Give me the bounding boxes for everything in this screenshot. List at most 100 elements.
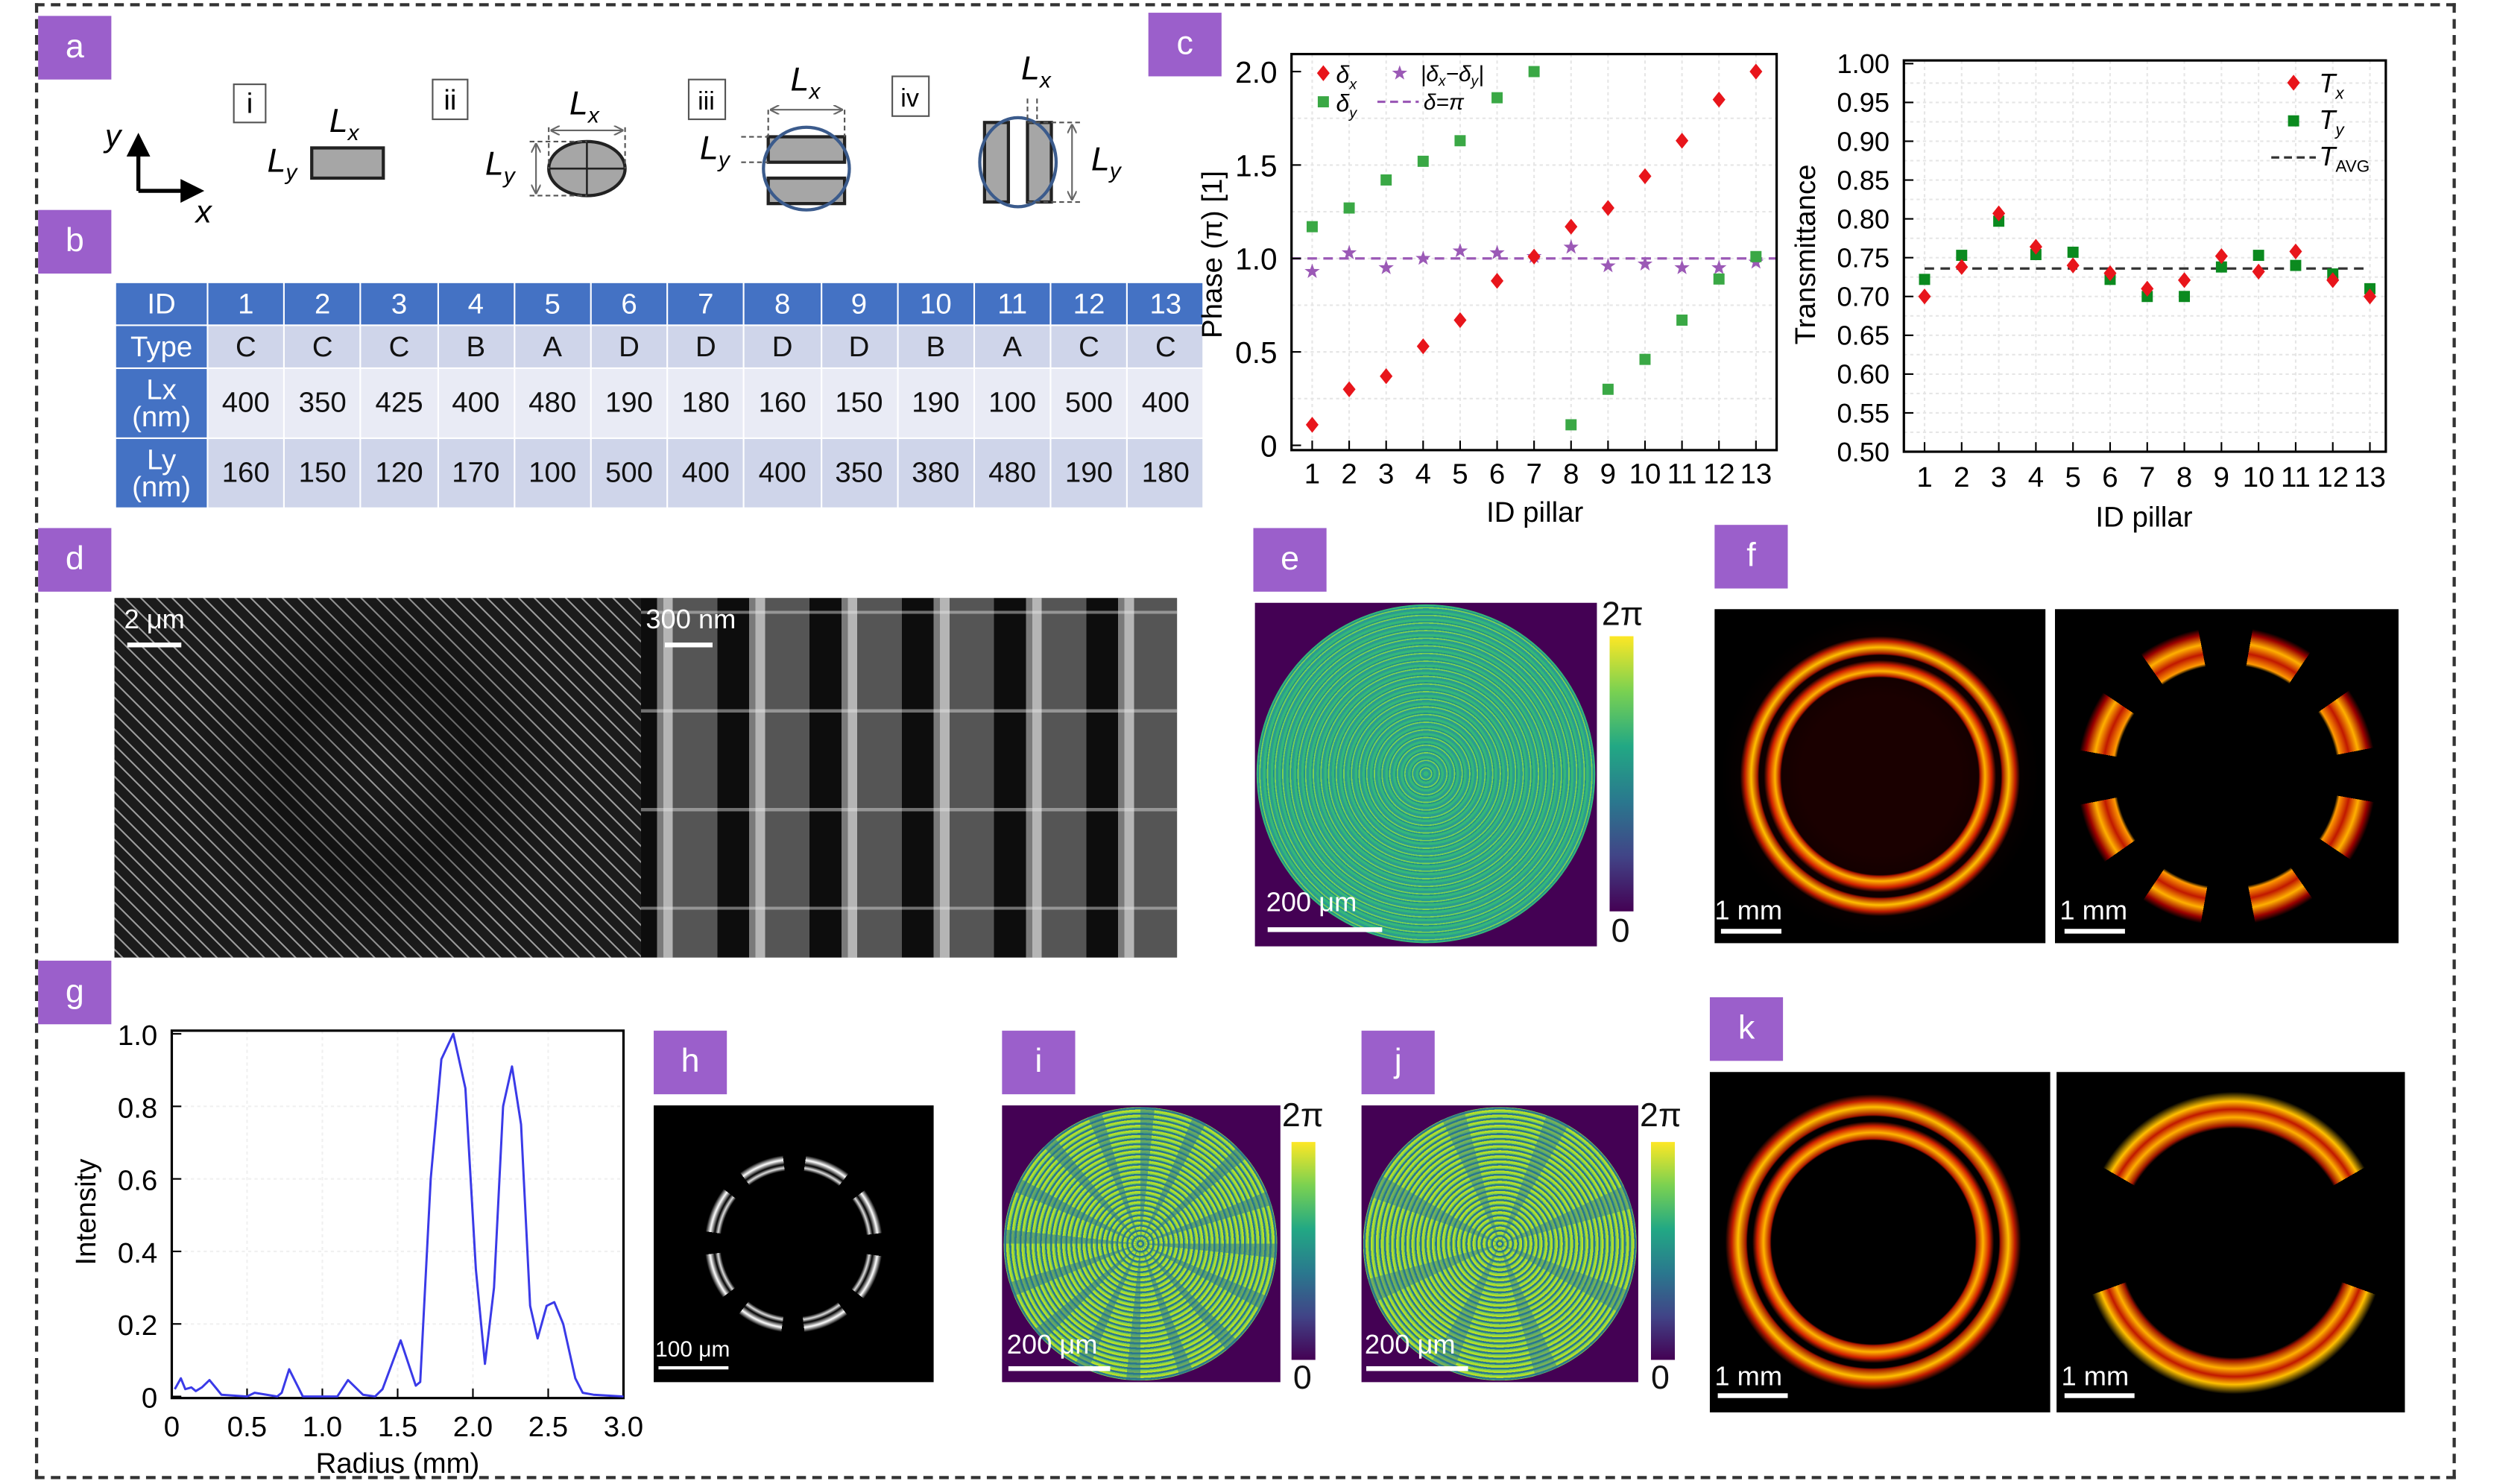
x-tick-label: 6	[2102, 461, 2118, 493]
intensity-line	[174, 1032, 624, 1398]
panel-label-j: j	[1361, 1030, 1435, 1095]
ty-point	[2253, 250, 2264, 262]
phase-disk	[1003, 1107, 1278, 1381]
table-cell-type: D	[745, 326, 821, 367]
y-tick-label: 1.0	[1235, 242, 1277, 277]
table-cell-id: 8	[745, 282, 821, 325]
table-cell-lx: 160	[745, 369, 821, 438]
x-tick-label: 11	[2281, 461, 2311, 493]
scale-bar	[1720, 929, 1781, 934]
table-cell-type: B	[897, 326, 973, 367]
legend-label-delta-pi: δ=π	[1424, 90, 1465, 115]
delta-y-point	[1417, 155, 1429, 167]
lx-label: Lx	[569, 85, 600, 128]
y-tick-label: 0.60	[1837, 359, 1890, 390]
table-cell-type: C	[285, 326, 361, 367]
y-axis-title: Transmittance	[1790, 164, 1822, 344]
table-cell-id: 11	[974, 282, 1050, 325]
type-label-iv: iv	[900, 84, 919, 113]
y-tick-label: 0.70	[1837, 282, 1890, 312]
type-label-ii: ii	[443, 84, 456, 116]
table-cell-id: 4	[438, 282, 514, 325]
x-tick-label: 4	[2028, 461, 2044, 493]
phase-disk	[1256, 604, 1596, 944]
bar-pillar-icon	[766, 176, 847, 206]
delta-diff-point	[1563, 239, 1579, 254]
legend-label-tavg: TAVG	[2319, 141, 2370, 176]
x-tick-label: 1	[1304, 458, 1320, 490]
phase-map-j	[1361, 1105, 1638, 1383]
scale-bar	[2064, 1393, 2135, 1398]
dashed-border	[34, 3, 2456, 1480]
x-tick-label: 10	[2243, 461, 2275, 493]
delta-x-point	[1453, 312, 1467, 329]
colorbar-min-label: 0	[1650, 1360, 1670, 1397]
row-header-type: Type	[116, 326, 207, 367]
unit-cell-circle	[978, 116, 1058, 209]
unit-cell-circle	[762, 125, 851, 212]
scale-bar	[1717, 1393, 1788, 1398]
delta-y-point	[1380, 174, 1392, 186]
delta-x-point	[1527, 248, 1541, 265]
delta-y-point	[1639, 353, 1651, 365]
y-tick-label: 0.95	[1837, 87, 1890, 118]
ly-label: Ly	[485, 145, 517, 189]
delta-y-point	[1676, 315, 1688, 326]
legend-marker-ty	[2288, 115, 2299, 127]
table-cell-ly: 400	[745, 438, 821, 508]
table-cell-ly: 350	[821, 438, 897, 508]
y-tick-label: 0.5	[1235, 335, 1277, 370]
y-tick-label: 0.65	[1837, 321, 1890, 351]
delta-diff-point	[1415, 250, 1431, 265]
delta-x-point	[1712, 91, 1726, 108]
legend-label-tx: Tx	[2319, 68, 2344, 103]
x-tick-label: 2	[1954, 461, 1969, 493]
roman-box	[687, 78, 727, 121]
x-tick-label: 2	[1341, 458, 1357, 490]
x-axis-title: Radius (mm)	[316, 1447, 480, 1480]
panel-label-f: f	[1714, 525, 1788, 589]
type-label-i: i	[247, 88, 253, 120]
colorbar-max-label: 2π	[1601, 596, 1644, 634]
phase-map-i	[1002, 1105, 1281, 1383]
x-tick-label: 2.5	[528, 1411, 568, 1443]
delta-y-point	[1565, 419, 1577, 431]
table-cell-lx: 425	[362, 369, 437, 438]
table-cell-type: D	[668, 326, 744, 367]
colorbar-max-label: 2π	[1640, 1097, 1682, 1134]
x-tick-label: 10	[1629, 458, 1661, 490]
delta-x-point	[1490, 273, 1504, 289]
delta-y-point	[1528, 66, 1540, 78]
panel-label-a: a	[38, 16, 112, 80]
scale-bar	[127, 642, 182, 648]
y-axis-title: Phase (π) [1]	[1196, 171, 1228, 338]
row-header-lx: Lx (nm)	[116, 369, 207, 438]
scale-bar	[1366, 1366, 1468, 1371]
bar-pillar-icon	[982, 121, 1011, 204]
delta-y-point	[1491, 92, 1503, 104]
tx-point	[2326, 272, 2340, 288]
table-cell-type: C	[1128, 326, 1204, 367]
scale-bar-label: 1 mm	[2061, 1361, 2130, 1392]
x-tick-label: 3	[1378, 458, 1394, 490]
table-cell-ly: 100	[514, 438, 590, 508]
table-cell-type: C	[1051, 326, 1127, 367]
panel-label-b: b	[38, 209, 112, 274]
delta-x-point	[1676, 133, 1689, 149]
colorbar	[1291, 1142, 1316, 1360]
table-cell-id: 9	[821, 282, 897, 325]
x-tick-label: 7	[2139, 461, 2155, 493]
table-cell-ly: 170	[438, 438, 514, 508]
scale-bar-label: 200 μm	[1006, 1329, 1098, 1360]
table-cell-lx: 400	[1128, 369, 1204, 438]
legend-marker-delta-x	[1316, 65, 1330, 81]
legend-label-delta-x: δx	[1336, 61, 1357, 93]
table-cell-ly: 400	[668, 438, 744, 508]
delta-diff-point	[1489, 244, 1505, 259]
table-cell-id: 13	[1128, 282, 1204, 325]
y-tick-label: 0.4	[118, 1237, 157, 1269]
table-cell-id: 5	[514, 282, 590, 325]
delta-y-point	[1306, 221, 1318, 233]
phase-map-e	[1254, 602, 1597, 947]
